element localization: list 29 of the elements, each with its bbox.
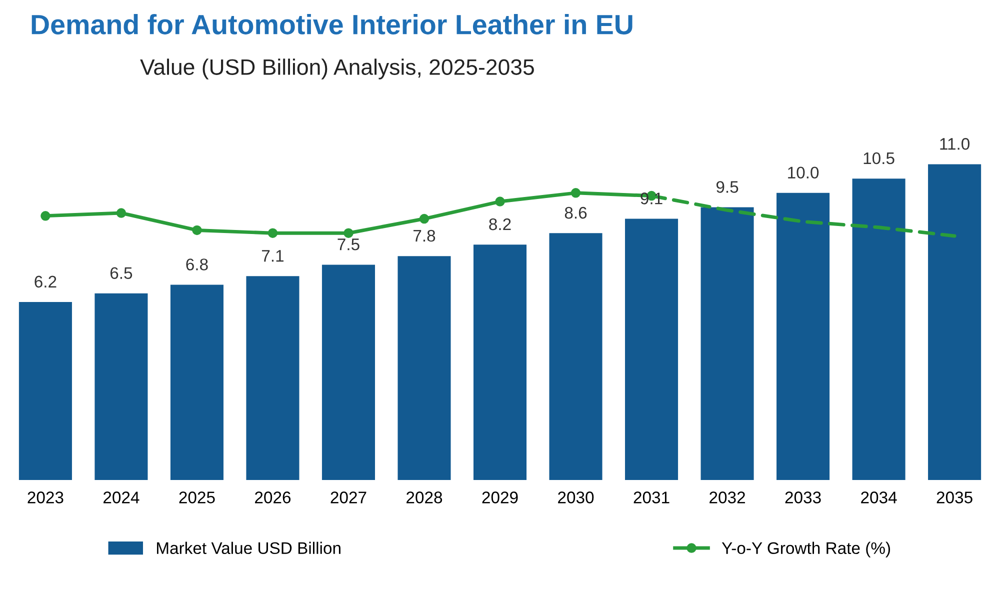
x-tick-label: 2031 <box>634 492 670 504</box>
data-label: 10.5 <box>864 152 894 164</box>
x-tick-label: 2029 <box>482 492 518 504</box>
x-tick-label: 2024 <box>104 492 140 504</box>
x-tick-label: 2023 <box>28 492 64 504</box>
data-label: 7.1 <box>262 250 284 262</box>
legend-label: Market Value USD Billion <box>157 542 340 554</box>
legend-label: Y-o-Y Growth Rate (%) <box>722 542 890 558</box>
x-tick-label: 2028 <box>406 492 442 504</box>
x-tick-label: 2025 <box>179 492 215 504</box>
x-tick-label: 2027 <box>330 492 366 504</box>
x-tick-label: 2032 <box>710 492 745 504</box>
data-label: 8.2 <box>489 218 511 230</box>
data-label: 7.8 <box>414 230 436 242</box>
x-tick-label: 2034 <box>861 492 897 504</box>
x-tick-label: 2035 <box>936 492 972 504</box>
chart-title: Demand for Automotive Interior Leather in EU <box>32 14 632 34</box>
data-label: 6.2 <box>34 276 56 288</box>
x-tick-label: 2033 <box>785 492 821 504</box>
chart-subtitle: Value (USD Billion) Analysis, 2025-2035 <box>140 58 534 80</box>
data-label: 6.5 <box>110 267 132 279</box>
data-label: 11.0 <box>940 138 970 150</box>
x-tick-label: 2026 <box>255 492 291 504</box>
data-label: 10.0 <box>788 166 819 179</box>
data-label: 7.5 <box>338 238 360 250</box>
data-label: 8.6 <box>564 206 587 219</box>
data-label: 9.5 <box>716 181 738 193</box>
x-tick-label: 2030 <box>558 492 594 504</box>
data-label: 6.8 <box>186 258 208 270</box>
